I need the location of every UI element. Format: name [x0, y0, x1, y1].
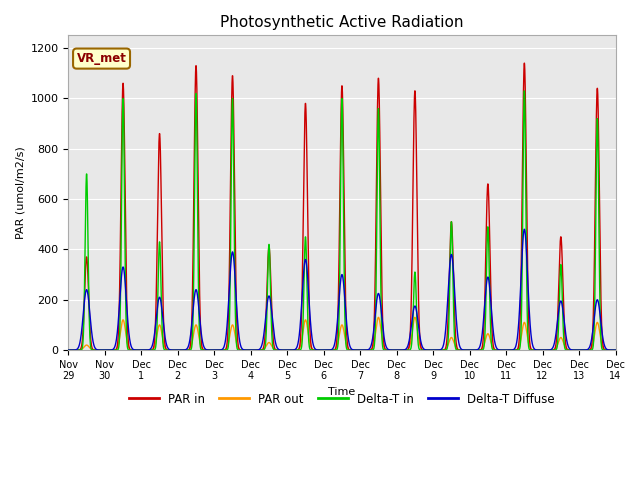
- Y-axis label: PAR (umol/m2/s): PAR (umol/m2/s): [15, 146, 25, 239]
- Title: Photosynthetic Active Radiation: Photosynthetic Active Radiation: [220, 15, 464, 30]
- Text: VR_met: VR_met: [77, 52, 127, 65]
- X-axis label: Time: Time: [328, 387, 356, 397]
- Legend: PAR in, PAR out, Delta-T in, Delta-T Diffuse: PAR in, PAR out, Delta-T in, Delta-T Dif…: [125, 388, 559, 410]
